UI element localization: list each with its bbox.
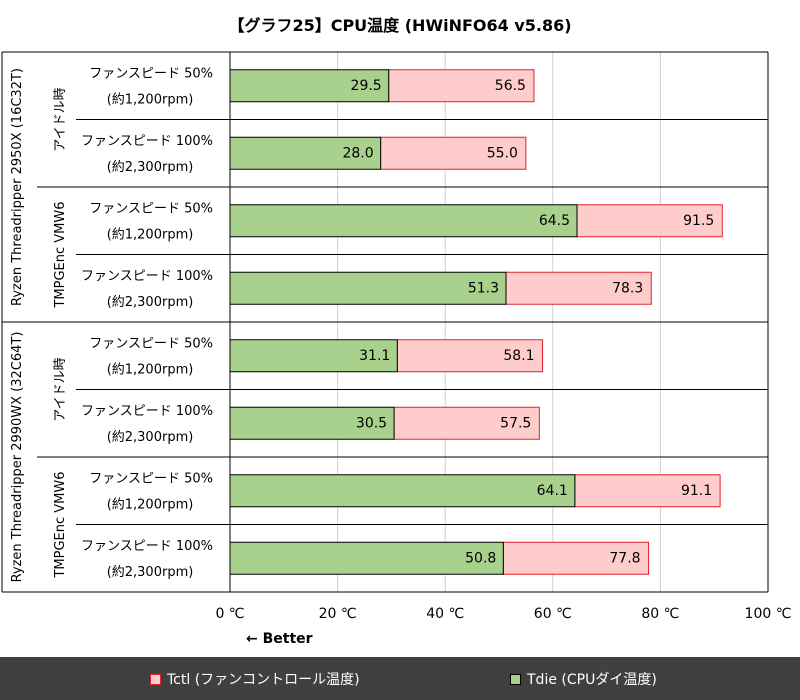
category-label-line1: ファンスピード 50% (89, 471, 213, 486)
data-label-tctl: 58.1 (503, 348, 534, 364)
bar-tdie (229, 339, 398, 373)
data-label-tdie: 29.5 (351, 78, 382, 94)
x-tick-label: 80 ℃ (641, 606, 679, 622)
subgroup-label: TMPGEnc VMW6 (53, 471, 68, 578)
group-label: Ryzen Threadripper 2950X (16C32T) (10, 68, 25, 306)
bar-tctl (505, 271, 652, 305)
legend-swatch (510, 673, 521, 685)
category-label-line2: (約2,300rpm) (107, 160, 194, 175)
bar-tdie (229, 69, 390, 103)
x-tick-label: 0 ℃ (215, 606, 244, 622)
category-label-line1: ファンスピード 50% (89, 66, 213, 81)
x-tick-label: 40 ℃ (426, 606, 464, 622)
data-label-tdie: 28.0 (342, 145, 373, 161)
x-tick-label: 60 ℃ (534, 606, 572, 622)
category-label-line2: (約1,200rpm) (107, 497, 194, 512)
bar-tctl (576, 204, 723, 238)
data-label-tdie: 64.5 (539, 213, 570, 229)
subgroup-label: アイドル時 (53, 87, 68, 151)
category-label-line1: ファンスピード 100% (81, 539, 213, 554)
category-label-line2: (約1,200rpm) (107, 227, 194, 242)
data-label-tdie: 30.5 (356, 415, 387, 431)
data-label-tctl: 77.8 (609, 550, 640, 566)
category-label-line2: (約2,300rpm) (107, 295, 194, 310)
category-label-line2: (約1,200rpm) (107, 92, 194, 107)
legend-label: Tctl (ファンコントロール温度) (167, 672, 360, 688)
bar-tctl (388, 69, 535, 103)
category-label-line2: (約1,200rpm) (107, 362, 194, 377)
category-label-line2: (約2,300rpm) (107, 565, 194, 580)
data-label-tdie: 64.1 (537, 483, 568, 499)
bar-tctl (393, 406, 540, 440)
legend: Tctl (ファンコントロール温度) Tdie (CPUダイ温度) (0, 657, 800, 700)
data-label-tdie: 51.3 (468, 280, 499, 296)
bar-chart: Ryzen Threadripper 2950X (16C32T) Ryzen T… (1, 51, 792, 647)
legend-swatch (150, 673, 161, 685)
data-label-tctl: 57.5 (500, 415, 531, 431)
bar-tctl (380, 136, 527, 170)
data-label-tctl: 55.0 (487, 145, 518, 161)
category-label-line1: ファンスピード 100% (81, 134, 213, 149)
x-tick-label: 20 ℃ (319, 606, 357, 622)
data-label-tctl: 56.5 (495, 78, 526, 94)
data-label-tctl: 91.1 (681, 483, 712, 499)
bar-tdie (229, 204, 578, 238)
data-label-tctl: 91.5 (683, 213, 714, 229)
group-label: Ryzen Threadripper 2990WX (32C64T) (10, 332, 25, 583)
bar-tctl (396, 339, 544, 373)
data-label-tdie: 50.8 (465, 550, 496, 566)
data-label-tdie: 31.1 (359, 348, 390, 364)
category-label-line1: ファンスピード 100% (81, 269, 213, 284)
category-label-line1: ファンスピード 100% (81, 404, 213, 419)
x-tick-label: 100 ℃ (745, 606, 792, 622)
bar-tdie (229, 474, 576, 508)
category-label-line1: ファンスピード 50% (89, 336, 213, 351)
category-label-line2: (約2,300rpm) (107, 430, 194, 445)
legend-item: Tdie (CPUダイ温度) (510, 669, 657, 689)
category-label-line1: ファンスピード 50% (89, 201, 213, 216)
legend-item: Tctl (ファンコントロール温度) (150, 669, 360, 689)
bar-tdie (229, 541, 504, 575)
bar-tdie (229, 136, 382, 170)
bar-tdie (229, 406, 395, 440)
data-label-tctl: 78.3 (612, 280, 643, 296)
subgroup-label: TMPGEnc VMW6 (53, 201, 68, 308)
legend-label: Tdie (CPUダイ温度) (527, 672, 657, 688)
bar-tdie (229, 271, 507, 305)
subgroup-label: アイドル時 (53, 357, 68, 421)
better-label: ← Better (246, 631, 313, 647)
chart-title: 【グラフ25】CPU温度 (HWiNFO64 v5.86) (228, 16, 572, 35)
